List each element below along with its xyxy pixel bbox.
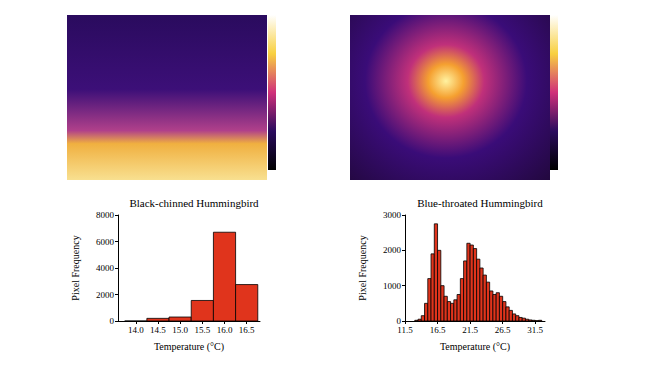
svg-text:Blue-throated Hummingbird: Blue-throated Hummingbird — [417, 197, 543, 209]
svg-text:15.5: 15.5 — [194, 325, 210, 335]
svg-text:Temperature (°C): Temperature (°C) — [154, 341, 224, 353]
svg-text:Black-chinned Hummingbird: Black-chinned Hummingbird — [129, 197, 259, 209]
svg-text:2000: 2000 — [96, 290, 115, 300]
svg-text:14.5: 14.5 — [150, 325, 166, 335]
svg-text:0: 0 — [110, 316, 115, 326]
svg-text:16.5: 16.5 — [239, 325, 255, 335]
svg-text:16.0: 16.0 — [217, 325, 233, 335]
svg-text:31.5: 31.5 — [527, 325, 543, 335]
svg-text:21.5: 21.5 — [462, 325, 478, 335]
svg-text:8000: 8000 — [96, 210, 115, 220]
svg-text:0: 0 — [396, 316, 401, 326]
svg-text:4000: 4000 — [96, 263, 115, 273]
svg-text:26.5: 26.5 — [495, 325, 511, 335]
svg-text:11.5: 11.5 — [397, 325, 413, 335]
svg-text:15.0: 15.0 — [172, 325, 188, 335]
svg-text:14.0: 14.0 — [128, 325, 144, 335]
svg-text:Temperature (°C): Temperature (°C) — [440, 341, 510, 353]
svg-text:6000: 6000 — [96, 237, 115, 247]
svg-text:Pixel Frequency: Pixel Frequency — [357, 235, 368, 300]
svg-text:2000: 2000 — [383, 245, 402, 255]
svg-text:Pixel Frequency: Pixel Frequency — [70, 235, 81, 300]
svg-text:3000: 3000 — [383, 210, 402, 220]
svg-text:1000: 1000 — [383, 281, 402, 291]
svg-text:16.5: 16.5 — [430, 325, 446, 335]
